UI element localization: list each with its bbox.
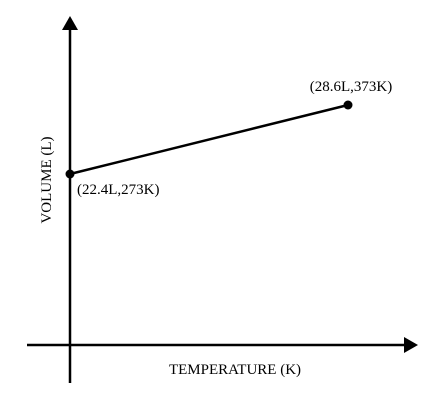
data-point-label: (22.4L,273K): [77, 182, 160, 198]
y-axis-arrow-icon: [62, 16, 78, 30]
x-axis-arrow-icon: [404, 337, 418, 353]
series-line: [69, 103, 349, 176]
axes: [27, 16, 418, 383]
x-axis-label: TEMPERATURE (K): [169, 362, 301, 378]
data-point: [343, 100, 353, 110]
series-layer: (22.4L,273K) (28.6L,373K): [65, 79, 393, 198]
data-point: [65, 169, 75, 179]
y-axis-label: VOLUME (L): [39, 136, 55, 223]
data-point-label: (28.6L,373K): [310, 79, 393, 95]
